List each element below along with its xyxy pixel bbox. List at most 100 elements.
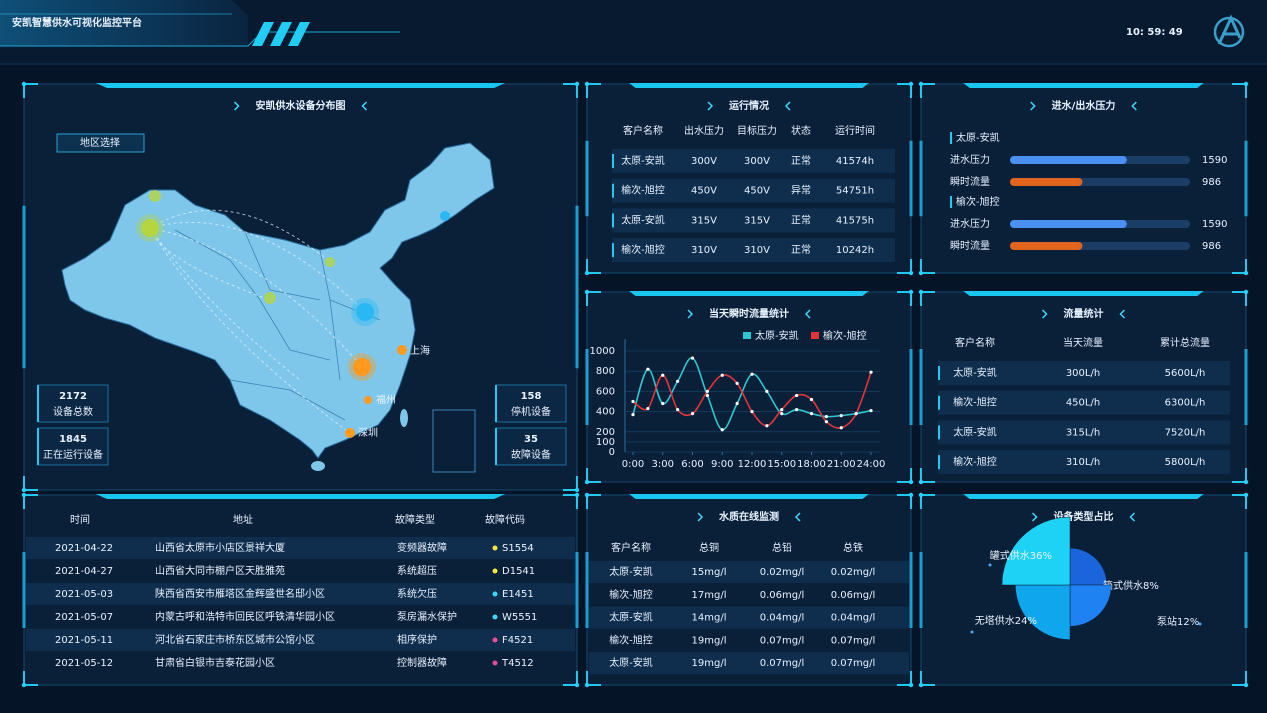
table-cell: 315L/h <box>1066 427 1100 438</box>
column-header: 总铅 <box>772 541 792 554</box>
data-point <box>676 407 680 412</box>
row-bg <box>612 208 895 233</box>
stat-box <box>37 427 109 466</box>
data-point <box>824 420 828 424</box>
row-bg <box>612 178 895 203</box>
panel-title: 水质在线监测 <box>718 510 779 523</box>
table-cell: W5551 <box>502 612 537 623</box>
table-cell: 相序保护 <box>397 633 437 646</box>
table-cell: 山西省大同市棚户区天胜雅苑 <box>155 564 285 577</box>
row-accent <box>938 455 940 470</box>
panel-top-deco <box>963 83 1204 88</box>
slice-label: 无塔供水24% <box>975 614 1037 627</box>
corner-dot <box>1243 479 1249 485</box>
row-bg <box>589 561 909 583</box>
data-point <box>735 401 739 406</box>
table-cell: 0.06mg/l <box>831 590 876 601</box>
column-header: 客户名称 <box>623 124 663 137</box>
row-accent <box>938 395 940 410</box>
table-cell: 2021-04-27 <box>55 566 113 577</box>
panel-top-deco <box>629 291 869 296</box>
corner-dot <box>574 682 580 688</box>
code-dot <box>492 545 498 551</box>
row-accent <box>612 243 614 258</box>
column-header: 故障类型 <box>395 513 435 526</box>
title-chevron <box>1030 101 1036 111</box>
y-tick-label: 1000 <box>590 346 615 357</box>
bar-label: 瞬时流量 <box>950 239 990 252</box>
table-cell: 6300L/h <box>1165 398 1206 409</box>
region-button[interactable] <box>56 133 145 153</box>
slice-value: 8% <box>1143 581 1159 592</box>
data-point <box>795 407 799 412</box>
table-cell: 19mg/l <box>692 635 727 646</box>
table-cell: 异常 <box>791 184 811 197</box>
x-tick-label: 6:00 <box>681 459 703 470</box>
table-cell: 2021-05-11 <box>55 635 113 646</box>
corner-dot <box>584 479 590 485</box>
panel-top-deco <box>629 83 869 88</box>
table-cell: T4512 <box>501 658 534 669</box>
column-header: 客户名称 <box>955 336 995 349</box>
bar <box>1010 178 1083 186</box>
table-cell: 2021-05-03 <box>55 589 113 600</box>
data-point <box>839 426 843 430</box>
group-name: 太原-安凯 <box>956 131 1000 144</box>
row-bg <box>589 606 909 629</box>
data-point <box>750 372 754 376</box>
table-cell: D1541 <box>502 566 535 577</box>
table-cell: 0.02mg/l <box>760 567 805 578</box>
clock: 10: 59: 49 <box>1126 27 1183 38</box>
pie-slice <box>1069 584 1112 627</box>
table-cell: 300V <box>744 156 770 167</box>
table-cell: 正常 <box>791 213 811 226</box>
row-bg <box>938 361 1230 385</box>
column-header: 累计总流量 <box>1160 336 1210 349</box>
panel-title: 流量统计 <box>1064 307 1104 320</box>
corner-dot <box>908 682 914 688</box>
table-cell: 41574h <box>836 156 874 167</box>
city-label: 福州 <box>376 393 396 406</box>
pie-slice <box>1001 516 1071 586</box>
table-cell: 榆次-旭控 <box>953 455 997 468</box>
y-tick-label: 400 <box>596 407 615 418</box>
bar <box>1010 242 1083 250</box>
corner-dot <box>918 682 924 688</box>
table-cell: 太原-安凯 <box>621 213 665 226</box>
corner-dot <box>21 682 27 688</box>
data-point <box>661 401 665 406</box>
table-cell: 0.07mg/l <box>831 635 876 646</box>
title-chevron <box>794 512 801 522</box>
column-header: 客户名称 <box>611 541 651 554</box>
x-tick-label: 18:00 <box>797 459 826 470</box>
china-map <box>61 142 495 473</box>
corner-dot <box>1243 492 1249 498</box>
table-cell: 450V <box>744 186 770 197</box>
data-point <box>869 408 873 413</box>
corner-dot <box>908 492 914 498</box>
table-cell: 陕西省西安市雁塔区金辉盛世名邸小区 <box>155 587 325 600</box>
table-cell: E1451 <box>502 589 534 600</box>
row-accent <box>612 183 614 198</box>
city-label: 上海 <box>410 344 430 357</box>
bar-value: 986 <box>1202 241 1221 252</box>
table-cell: 泵房漏水保护 <box>397 610 457 623</box>
pie-slice <box>1069 547 1108 586</box>
stat-label: 设备总数 <box>53 405 93 418</box>
row-accent <box>938 366 940 380</box>
data-point <box>839 414 843 418</box>
table-cell: 450L/h <box>1066 398 1100 409</box>
corner-dot <box>1243 81 1249 87</box>
data-point <box>869 370 873 374</box>
column-header: 地址 <box>233 513 253 526</box>
data-point <box>661 373 665 377</box>
row-bg <box>589 652 909 675</box>
row-bg <box>938 420 1230 445</box>
data-point <box>765 424 769 428</box>
title-box <box>0 0 248 46</box>
data-point <box>750 410 754 414</box>
table-cell: 0.06mg/l <box>760 590 805 601</box>
table-cell: 15mg/l <box>692 567 727 578</box>
corner-dot <box>908 81 914 87</box>
